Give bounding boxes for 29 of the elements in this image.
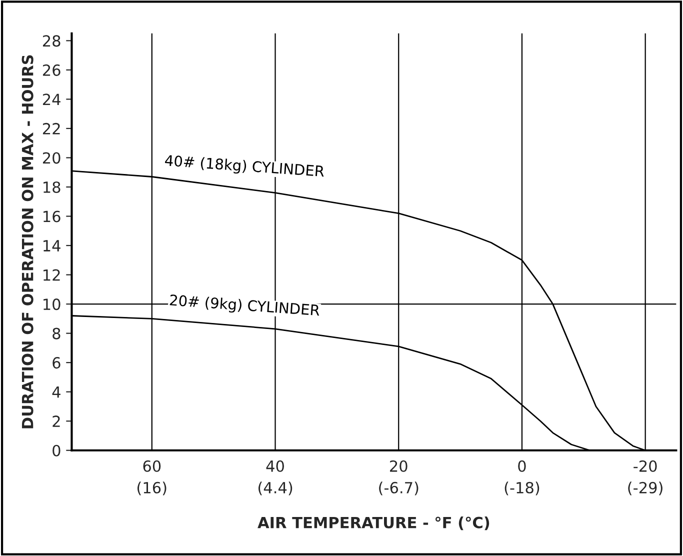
y-tick-label: 8 bbox=[52, 328, 60, 340]
x2-tick-label: (-18) bbox=[504, 482, 540, 496]
y-tick-label: 2 bbox=[52, 416, 60, 427]
x-tick-label: 60 bbox=[143, 460, 161, 472]
x-tick-label: 40 bbox=[266, 460, 284, 472]
y-tick-label: 18 bbox=[44, 181, 60, 194]
y-tick-label: 14 bbox=[44, 240, 60, 252]
y-tick-label: 4 bbox=[52, 386, 60, 398]
y-tick-label: 6 bbox=[52, 357, 60, 369]
x-tick-label: 20 bbox=[390, 460, 408, 472]
y-axis-title: DURATION OF OPERATION ON MAX - HOURS bbox=[22, 55, 34, 428]
y-tick-label: 24 bbox=[42, 94, 60, 106]
y-tick-label: 16 bbox=[44, 210, 60, 222]
x2-tick-label: (4.4) bbox=[258, 482, 292, 496]
x-axis-title: AIR TEMPERATURE - °F (°C) bbox=[258, 516, 490, 530]
y-tick-label: 26 bbox=[42, 64, 60, 76]
y-tick-label: 20 bbox=[42, 152, 60, 164]
x-tick-label: 0 bbox=[518, 460, 526, 472]
series-label: 40# (18kg) CYLINDER bbox=[164, 154, 325, 180]
y-tick-label: 12 bbox=[44, 269, 60, 281]
y-tick-label: 22 bbox=[42, 122, 60, 134]
series-label: 20# (9kg) CYLINDER bbox=[170, 294, 320, 319]
x2-tick-label: (-6.7) bbox=[379, 482, 418, 496]
x-tick-label: -20 bbox=[634, 460, 657, 472]
y-tick-label: 28 bbox=[42, 35, 60, 47]
y-tick-label: 10 bbox=[44, 298, 60, 310]
y-tick-label: 0 bbox=[52, 444, 60, 456]
x2-tick-label: (-29) bbox=[628, 482, 662, 496]
x2-tick-label: (16) bbox=[137, 482, 166, 496]
